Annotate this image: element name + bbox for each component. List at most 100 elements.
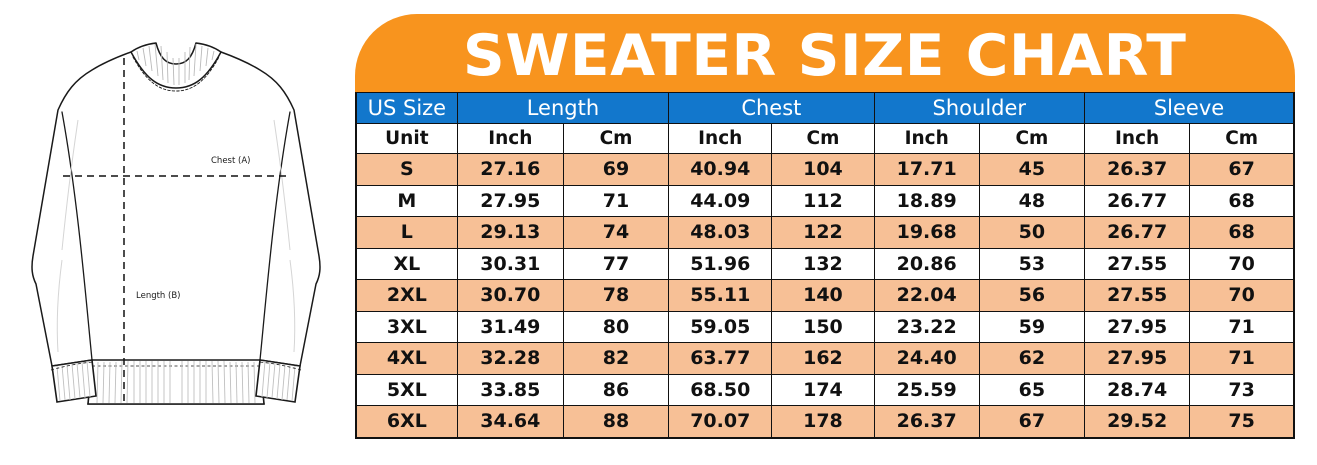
cell-measurement: 77: [562, 247, 670, 280]
cell-measurement: 59: [978, 310, 1086, 343]
collar-outer-stitch: [132, 56, 220, 92]
cell-measurement: 30.31: [456, 247, 564, 280]
cell-size-label: 5XL: [355, 373, 458, 406]
cell-size-label: 3XL: [355, 310, 458, 343]
cell-measurement: 62: [978, 342, 1086, 375]
cell-measurement: 70: [1189, 247, 1295, 280]
cell-size-label: 2XL: [355, 279, 458, 312]
sweater-drawing-svg: Chest (A) Length (B): [31, 42, 321, 405]
cell-measurement: 27.55: [1084, 247, 1191, 280]
cell-measurement: 174: [771, 373, 875, 406]
group-header-chest: Chest: [668, 92, 875, 124]
sweater-body-outline: [31, 51, 321, 405]
cell-measurement: 74: [562, 216, 670, 249]
cell-measurement: 26.37: [1084, 153, 1191, 186]
cell-measurement: 82: [562, 342, 670, 375]
right-cuff: [255, 359, 302, 403]
size-chart-body: S 27.16 69 40.94 104 17.71 45 26.37 67 M 27.95 71 44…: [355, 153, 1295, 438]
cell-measurement: 71: [1189, 310, 1295, 343]
unit-header-row: Unit Inch Cm Inch Cm Inch Cm Inch Cm: [355, 123, 1295, 154]
right-sleeve-seam: [259, 111, 291, 361]
cell-size-label: XL: [355, 247, 458, 280]
cell-measurement: 69: [562, 153, 670, 186]
cell-measurement: 20.86: [873, 247, 980, 280]
cell-measurement: 68: [1189, 184, 1295, 217]
cell-measurement: 55.11: [668, 279, 773, 312]
cell-measurement: 28.74: [1084, 373, 1191, 406]
cell-measurement: 73: [1189, 373, 1295, 406]
cell-measurement: 70.07: [668, 405, 773, 438]
cell-measurement: 17.71: [873, 153, 980, 186]
hem-rib-lines: [96, 360, 256, 404]
cell-measurement: 71: [1189, 342, 1295, 375]
cell-measurement: 68: [1189, 216, 1295, 249]
unit-cell-label: Unit: [355, 123, 458, 154]
cell-measurement: 122: [771, 216, 875, 249]
unit-cell-length-cm: Cm: [562, 123, 670, 154]
cell-measurement: 178: [771, 405, 875, 438]
cell-measurement: 162: [771, 342, 875, 375]
cell-size-label: L: [355, 216, 458, 249]
cell-measurement: 48.03: [668, 216, 773, 249]
unit-cell-shoulder-cm: Cm: [978, 123, 1086, 154]
cell-measurement: 140: [771, 279, 875, 312]
cell-measurement: 27.95: [1084, 342, 1191, 375]
cell-size-label: 4XL: [355, 342, 458, 375]
cell-measurement: 18.89: [873, 184, 980, 217]
table-row: M 27.95 71 44.09 112 18.89 48 26.77 68: [355, 184, 1295, 217]
cell-measurement: 34.64: [456, 405, 564, 438]
cell-measurement: 33.85: [456, 373, 564, 406]
group-header-shoulder: Shoulder: [873, 92, 1086, 124]
cell-measurement: 19.68: [873, 216, 980, 249]
cell-measurement: 63.77: [668, 342, 773, 375]
group-header-sleeve: Sleeve: [1084, 92, 1295, 124]
chest-measure-label: Chest (A): [211, 156, 250, 166]
cell-measurement: 26.77: [1084, 184, 1191, 217]
left-sleeve-seam: [61, 111, 93, 361]
table-row: 3XL 31.49 80 59.05 150 23.22 59 27.95 71: [355, 310, 1295, 343]
cell-measurement: 132: [771, 247, 875, 280]
cell-measurement: 104: [771, 153, 875, 186]
cell-measurement: 75: [1189, 405, 1295, 438]
left-cuff-rib-lines: [56, 360, 91, 402]
group-header-row: US Size Length Chest Shoulder Sleeve: [355, 92, 1295, 124]
table-row: 4XL 32.28 82 63.77 162 24.40 62 27.95 71: [355, 342, 1295, 375]
right-cuff-rib-lines: [261, 360, 296, 402]
unit-cell-length-inch: Inch: [456, 123, 564, 154]
cell-measurement: 27.16: [456, 153, 564, 186]
unit-cell-chest-inch: Inch: [668, 123, 773, 154]
cell-measurement: 67: [978, 405, 1086, 438]
size-chart-table: US Size Length Chest Shoulder Sleeve Uni…: [355, 92, 1295, 439]
table-row: XL 30.31 77 51.96 132 20.86 53 27.55 70: [355, 247, 1295, 280]
cell-measurement: 65: [978, 373, 1086, 406]
cell-size-label: S: [355, 153, 458, 186]
table-row: 5XL 33.85 86 68.50 174 25.59 65 28.74 73: [355, 373, 1295, 406]
size-chart-panel: SWEATER SIZE CHART US Size Length Chest …: [355, 14, 1295, 442]
cell-measurement: 25.59: [873, 373, 980, 406]
cell-measurement: 78: [562, 279, 670, 312]
cell-measurement: 40.94: [668, 153, 773, 186]
cell-measurement: 68.50: [668, 373, 773, 406]
cell-measurement: 44.09: [668, 184, 773, 217]
unit-cell-shoulder-inch: Inch: [873, 123, 980, 154]
cell-measurement: 31.49: [456, 310, 564, 343]
table-row: L 29.13 74 48.03 122 19.68 50 26.77 68: [355, 216, 1295, 249]
chart-banner: SWEATER SIZE CHART: [355, 14, 1295, 92]
fabric-fold-lines: [56, 119, 296, 353]
cell-measurement: 80: [562, 310, 670, 343]
collar-inner-stitch: [155, 42, 197, 65]
cell-measurement: 86: [562, 373, 670, 406]
cell-measurement: 48: [978, 184, 1086, 217]
cell-measurement: 32.28: [456, 342, 564, 375]
cell-size-label: M: [355, 184, 458, 217]
unit-cell-sleeve-inch: Inch: [1084, 123, 1191, 154]
cell-measurement: 70: [1189, 279, 1295, 312]
cell-measurement: 50: [978, 216, 1086, 249]
unit-cell-chest-cm: Cm: [771, 123, 875, 154]
cell-size-label: 6XL: [355, 405, 458, 438]
cell-measurement: 51.96: [668, 247, 773, 280]
table-row: S 27.16 69 40.94 104 17.71 45 26.37 67: [355, 153, 1295, 186]
unit-cell-sleeve-cm: Cm: [1189, 123, 1295, 154]
cell-measurement: 88: [562, 405, 670, 438]
cell-measurement: 29.13: [456, 216, 564, 249]
